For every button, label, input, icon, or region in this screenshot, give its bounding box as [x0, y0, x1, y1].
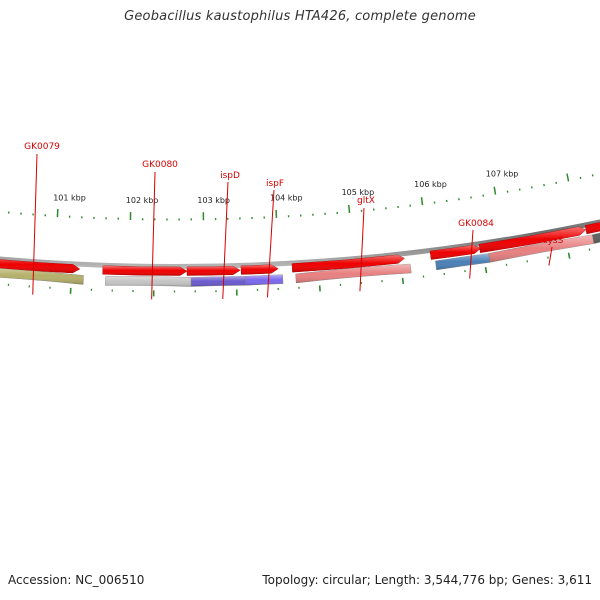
gene-label: cysS — [543, 236, 564, 246]
kbp-label: 102 kbp — [126, 196, 159, 205]
grey-feature-shine — [105, 276, 192, 287]
dark-feature-shine — [592, 232, 600, 244]
gene-leader-line — [222, 181, 229, 299]
gene-arrow-1-shine — [0, 259, 80, 273]
kbp-label: 105 kbp — [342, 188, 375, 197]
blue-feature — [435, 253, 491, 271]
gene-label: ispF — [266, 179, 284, 189]
gene-leader-line — [151, 171, 156, 300]
kbp-label: 107 kbp — [486, 169, 519, 178]
purple-feature-a — [190, 276, 246, 287]
kbp-label: 106 kbp — [414, 180, 447, 189]
gene-arrow-3 — [186, 265, 241, 276]
grey-feature — [105, 276, 192, 287]
outer-tick — [401, 277, 405, 284]
gene-leader-line — [32, 153, 38, 295]
accession-text: Accession: NC_006510 — [8, 573, 145, 587]
outer-tick — [484, 266, 488, 274]
scale-tick — [493, 186, 497, 195]
scale-tick — [566, 173, 570, 182]
gene-arrow-7 — [478, 226, 587, 253]
gene-arrow-2-shine — [102, 265, 188, 276]
gene-arrow-5 — [291, 254, 406, 273]
gene-arrow-6 — [429, 244, 482, 260]
gene-label: GK0080 — [142, 160, 178, 170]
olive-feature-shine — [0, 268, 84, 285]
purple-feature-b — [245, 274, 284, 286]
gene-label: GK0084 — [458, 219, 494, 229]
gene-leader-line — [359, 207, 365, 292]
gene-arrow-1 — [0, 259, 81, 274]
gene-arrow-4 — [240, 264, 279, 275]
dark-feature — [591, 232, 600, 244]
gene-label: ispD — [220, 171, 240, 181]
gene-arrow-3-shine — [187, 266, 241, 276]
gene-arrow-8 — [584, 222, 600, 235]
scale-tick — [420, 197, 424, 206]
pink-feature-a-shine — [295, 264, 412, 283]
pink-feature-a — [295, 263, 412, 284]
olive-feature — [0, 268, 84, 285]
genome-title: Geobacillus kaustophilus HTA426, complet… — [124, 9, 476, 24]
gene-leader-line — [469, 229, 474, 279]
gene-label: GK0079 — [24, 142, 60, 152]
pink-feature-b-shine — [488, 234, 595, 263]
outer-tick — [567, 252, 571, 259]
scale-tick — [348, 204, 351, 213]
gene-arrow-8-shine — [585, 222, 600, 234]
gene-arrow-4-shine — [241, 264, 279, 275]
gene-arrow-7-shine — [479, 226, 586, 253]
kbp-label: 101 kbp — [53, 194, 86, 203]
kbp-label: 103 kbp — [197, 196, 230, 205]
pink-feature-b — [488, 234, 595, 263]
gene-arrow-5-shine — [292, 254, 405, 273]
gene-arrow-2 — [102, 265, 188, 276]
blue-feature-shine — [435, 253, 491, 270]
genome-summary-text: Topology: circular; Length: 3,544,776 bp… — [262, 573, 592, 587]
gene-label: gltX — [357, 196, 375, 206]
gene-arrow-6-shine — [430, 245, 481, 260]
gene-leader-line — [548, 246, 553, 266]
kbp-label: 104 kbp — [270, 193, 303, 202]
gene-leader-line — [266, 189, 275, 298]
purple-feature-a-shine — [191, 276, 246, 287]
purple-feature-b-shine — [245, 274, 284, 286]
